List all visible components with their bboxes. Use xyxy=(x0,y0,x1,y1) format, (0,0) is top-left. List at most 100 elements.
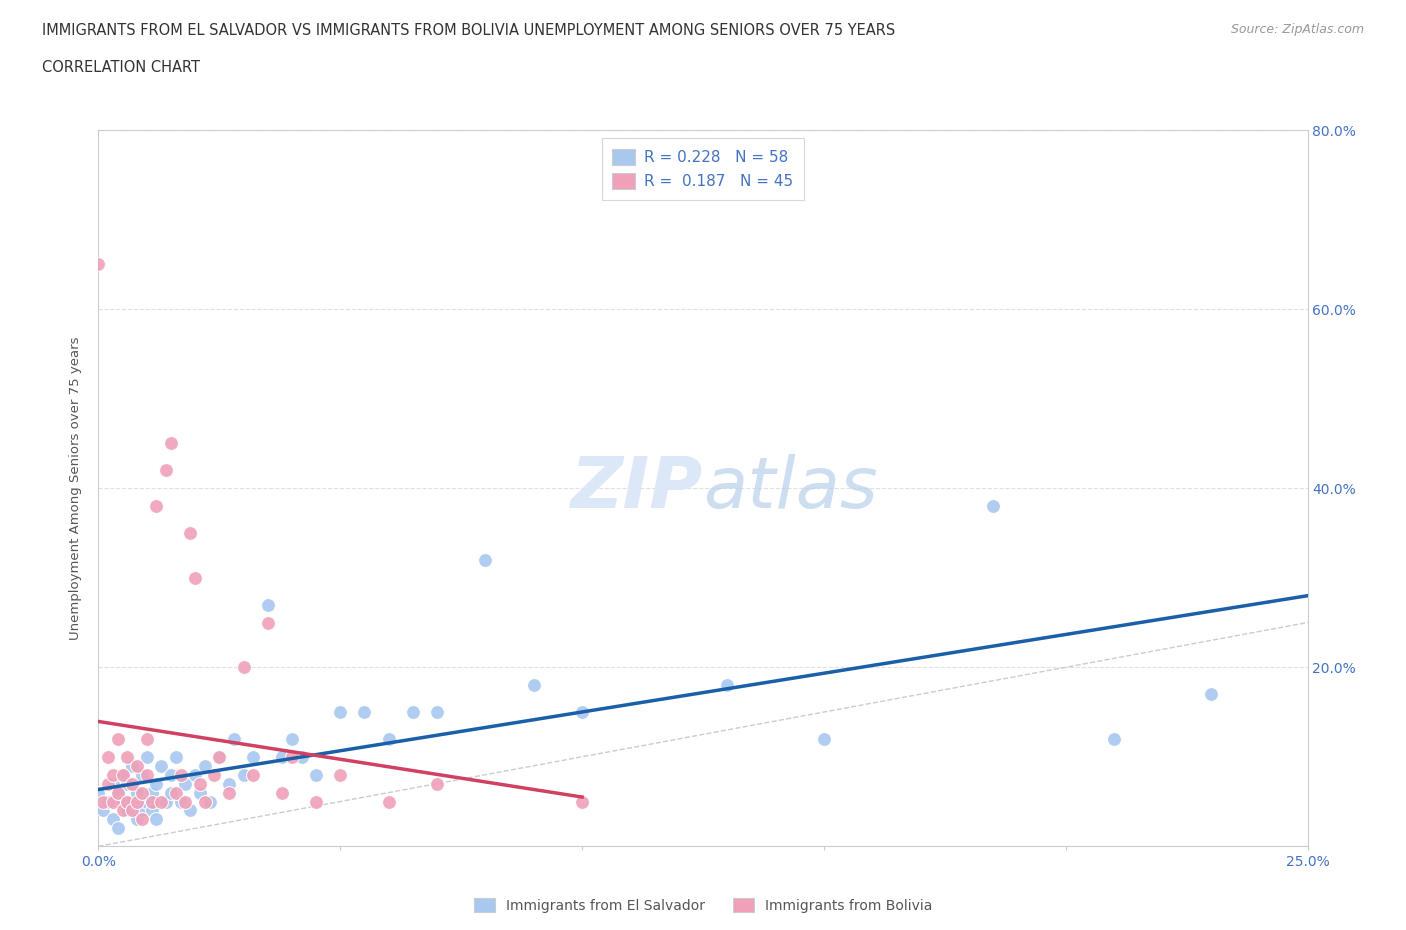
Point xyxy=(111,804,134,818)
Point xyxy=(329,705,352,720)
Point xyxy=(179,525,201,540)
Point xyxy=(145,812,167,827)
Point xyxy=(208,750,231,764)
Point xyxy=(232,660,254,675)
Point xyxy=(87,785,110,800)
Point xyxy=(111,767,134,782)
Point xyxy=(160,785,183,800)
Point xyxy=(127,794,149,809)
Point xyxy=(91,794,114,809)
Point xyxy=(242,767,264,782)
Point xyxy=(127,758,149,773)
Point xyxy=(208,750,231,764)
Point xyxy=(97,794,120,809)
Point xyxy=(474,552,496,567)
Point xyxy=(131,812,153,827)
Point xyxy=(194,758,217,773)
Point xyxy=(97,750,120,764)
Point xyxy=(204,767,226,782)
Point xyxy=(523,678,546,693)
Point xyxy=(256,615,278,630)
Point xyxy=(194,794,217,809)
Point xyxy=(141,794,163,809)
Point xyxy=(121,794,143,809)
Point xyxy=(1102,732,1125,747)
Point xyxy=(135,767,157,782)
Point xyxy=(117,794,139,809)
Point xyxy=(716,678,738,693)
Point xyxy=(145,498,167,513)
Legend: Immigrants from El Salvador, Immigrants from Bolivia: Immigrants from El Salvador, Immigrants … xyxy=(468,893,938,919)
Point xyxy=(107,785,129,800)
Point xyxy=(135,750,157,764)
Point xyxy=(97,777,120,791)
Point xyxy=(271,750,294,764)
Point xyxy=(121,804,143,818)
Point xyxy=(141,785,163,800)
Point xyxy=(101,794,124,809)
Point xyxy=(111,767,134,782)
Point xyxy=(101,777,124,791)
Point xyxy=(155,794,177,809)
Point xyxy=(1199,686,1222,701)
Point xyxy=(165,750,187,764)
Point xyxy=(127,812,149,827)
Point xyxy=(174,794,197,809)
Point xyxy=(121,758,143,773)
Point xyxy=(135,794,157,809)
Text: atlas: atlas xyxy=(703,454,877,523)
Point xyxy=(198,794,221,809)
Point xyxy=(242,750,264,764)
Legend: R = 0.228   N = 58, R =  0.187   N = 45: R = 0.228 N = 58, R = 0.187 N = 45 xyxy=(602,138,804,200)
Point xyxy=(813,732,835,747)
Point xyxy=(426,777,449,791)
Point xyxy=(121,777,143,791)
Text: Source: ZipAtlas.com: Source: ZipAtlas.com xyxy=(1230,23,1364,36)
Point xyxy=(232,767,254,782)
Point xyxy=(222,732,245,747)
Point xyxy=(127,785,149,800)
Point xyxy=(377,794,399,809)
Point xyxy=(145,777,167,791)
Y-axis label: Unemployment Among Seniors over 75 years: Unemployment Among Seniors over 75 years xyxy=(69,337,83,640)
Point xyxy=(131,767,153,782)
Point xyxy=(135,732,157,747)
Point xyxy=(218,777,240,791)
Point xyxy=(131,804,153,818)
Point xyxy=(91,804,114,818)
Point xyxy=(305,767,328,782)
Point xyxy=(155,463,177,478)
Point xyxy=(101,812,124,827)
Point xyxy=(169,767,191,782)
Text: CORRELATION CHART: CORRELATION CHART xyxy=(42,60,200,75)
Point xyxy=(188,785,211,800)
Point xyxy=(218,785,240,800)
Point xyxy=(281,732,304,747)
Point xyxy=(107,732,129,747)
Point xyxy=(426,705,449,720)
Point xyxy=(117,777,139,791)
Point xyxy=(131,785,153,800)
Point xyxy=(184,570,207,585)
Text: ZIP: ZIP xyxy=(571,454,703,523)
Point xyxy=(150,794,173,809)
Point xyxy=(305,794,328,809)
Point xyxy=(377,732,399,747)
Point xyxy=(169,794,191,809)
Point xyxy=(571,794,593,809)
Point xyxy=(256,597,278,612)
Point xyxy=(402,705,425,720)
Point xyxy=(107,785,129,800)
Point xyxy=(571,705,593,720)
Point xyxy=(150,758,173,773)
Point xyxy=(271,785,294,800)
Point xyxy=(101,767,124,782)
Point xyxy=(184,767,207,782)
Point xyxy=(281,750,304,764)
Point xyxy=(329,767,352,782)
Point xyxy=(141,804,163,818)
Point xyxy=(87,257,110,272)
Point xyxy=(117,804,139,818)
Text: IMMIGRANTS FROM EL SALVADOR VS IMMIGRANTS FROM BOLIVIA UNEMPLOYMENT AMONG SENIOR: IMMIGRANTS FROM EL SALVADOR VS IMMIGRANT… xyxy=(42,23,896,38)
Point xyxy=(111,794,134,809)
